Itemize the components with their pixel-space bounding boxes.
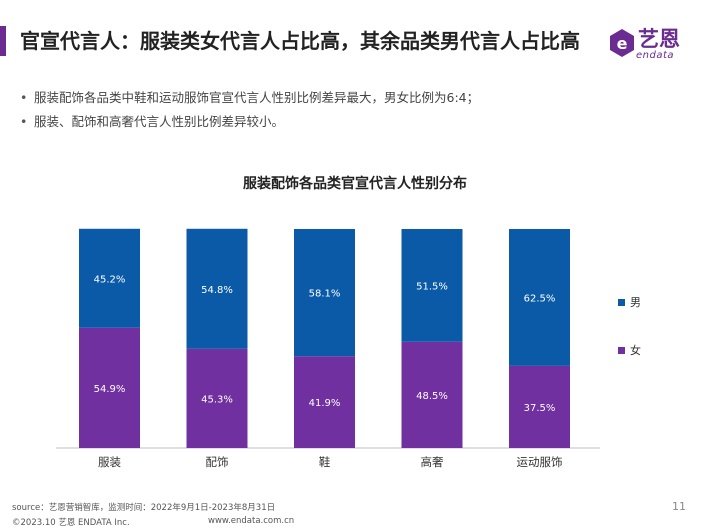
bar-segment <box>186 228 248 349</box>
logo-name: 艺恩 <box>638 27 680 51</box>
bar-segment <box>294 356 355 448</box>
data-label: 62.5% <box>524 293 556 304</box>
chart-title: 服装配饰各品类官宣代言人性别分布 <box>243 175 467 192</box>
page-title: 官宣代言人：服装类女代言人占比高，其余品类男代言人占比高 <box>20 29 580 53</box>
logo-sub: endata <box>636 50 675 61</box>
bullet-item: 服装配饰各品类中鞋和运动服饰官宣代言人性别比例差异最大，男女比例为6:4； <box>20 86 479 110</box>
svg-text:e: e <box>617 34 628 53</box>
bar-segment <box>294 229 355 357</box>
title-accent-bar <box>0 26 6 56</box>
data-label: 51.5% <box>416 281 448 292</box>
bar-segment <box>401 229 463 342</box>
legend-label: 男 <box>630 296 641 309</box>
bar-segment <box>186 348 248 448</box>
data-label: 45.3% <box>201 394 233 405</box>
footer-source: source：艺恩营销智库，监测时间：2022年9月1日-2023年8月31日 <box>12 503 276 513</box>
category-label: 服装 <box>98 455 121 469</box>
bar-segment <box>509 229 570 366</box>
bullet-list: 服装配饰各品类中鞋和运动服饰官宣代言人性别比例差异最大，男女比例为6:4； 服装… <box>20 86 479 134</box>
legend-swatch <box>618 347 625 354</box>
bullet-item: 服装、配饰和高奢代言人性别比例差异较小。 <box>20 110 479 134</box>
data-label: 58.1% <box>309 289 341 300</box>
data-label: 54.9% <box>94 384 126 395</box>
bar-segment <box>401 341 463 448</box>
data-label: 54.8% <box>201 285 233 296</box>
data-label: 45.2% <box>94 274 126 285</box>
category-label: 运动服饰 <box>517 455 563 469</box>
page-number: 11 <box>672 500 686 513</box>
category-label: 配饰 <box>206 455 229 469</box>
footer-url: www.endata.com.cn <box>208 516 295 526</box>
bar-segment <box>509 365 570 448</box>
bar-segment <box>79 327 140 448</box>
data-label: 37.5% <box>524 403 556 414</box>
bar-segment <box>79 228 140 328</box>
stacked-bar-chart: 服装配饰各品类官宣代言人性别分布 54.9% 45.2% 服装 45.3% 54.8% 配饰… <box>56 175 641 469</box>
legend-swatch <box>618 299 625 306</box>
category-label: 高奢 <box>421 455 444 469</box>
legend-label: 女 <box>630 343 641 357</box>
data-label: 48.5% <box>416 391 448 402</box>
category-label: 鞋 <box>319 455 331 469</box>
data-label: 41.9% <box>309 398 341 409</box>
endata-logo-icon: e <box>605 22 697 64</box>
footer-copyright: ©2023.10 艺恩 ENDATA Inc. <box>12 518 130 528</box>
